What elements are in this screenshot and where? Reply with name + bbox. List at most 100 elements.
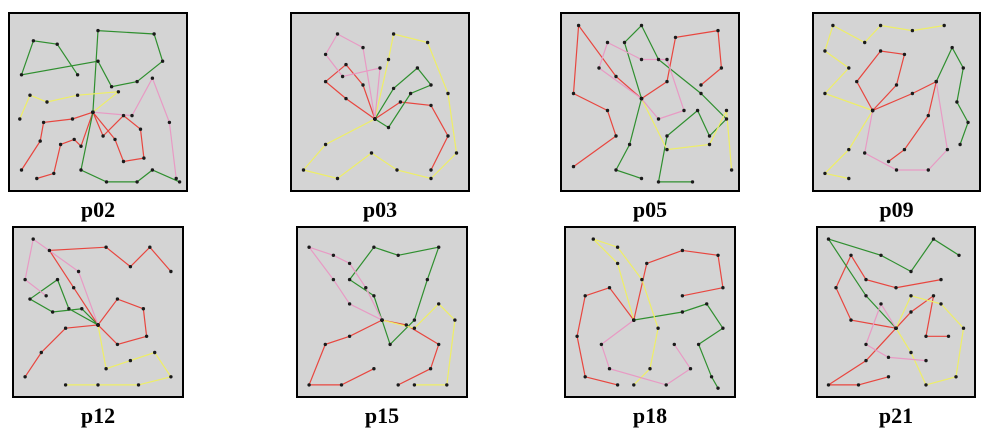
customer-node <box>323 79 328 84</box>
customer-node <box>894 286 898 290</box>
customer-node <box>347 277 352 282</box>
caption-p02: p02 <box>80 197 116 222</box>
customer-node <box>826 383 831 387</box>
customer-node <box>429 103 433 108</box>
customer-node <box>429 168 433 172</box>
customer-node <box>957 253 961 257</box>
caption-p21: p21 <box>878 403 914 428</box>
customer-node <box>894 168 899 172</box>
caption-p09: p09 <box>879 197 914 222</box>
customer-node <box>864 358 868 363</box>
customer-node <box>902 52 907 57</box>
customer-node <box>398 100 403 104</box>
customer-node <box>396 253 400 257</box>
customer-node <box>607 286 612 290</box>
customer-node <box>135 79 139 84</box>
customer-node <box>902 147 907 152</box>
caption-p15: p15 <box>364 403 400 428</box>
customer-node <box>39 350 43 355</box>
customer-node <box>19 168 24 172</box>
customer-node <box>709 375 714 379</box>
customer-node <box>372 245 376 249</box>
customer-node <box>705 302 709 306</box>
customer-node <box>144 334 149 338</box>
customer-node <box>128 264 133 269</box>
route-plot-p09 <box>812 12 981 192</box>
customer-node <box>639 57 644 62</box>
customer-node <box>128 358 133 363</box>
caption-p12: p12 <box>80 403 116 428</box>
customer-node <box>575 334 579 338</box>
route-plot-p15 <box>296 226 468 398</box>
customer-node <box>870 108 875 113</box>
customer-node <box>849 253 853 257</box>
customer-node <box>707 134 712 138</box>
route-plot-p02 <box>8 12 188 192</box>
route-pink <box>307 246 383 321</box>
customer-node <box>55 277 60 282</box>
customer-node <box>614 74 618 79</box>
customer-node <box>614 168 618 172</box>
customer-node <box>339 383 344 387</box>
customer-node <box>372 294 376 298</box>
plot-area <box>12 226 184 398</box>
customer-node <box>307 383 311 387</box>
customer-node <box>28 297 32 301</box>
customer-node <box>955 100 959 104</box>
customer-node <box>724 108 729 113</box>
customer-node <box>729 168 734 172</box>
customer-node <box>946 334 951 338</box>
customer-node <box>35 176 39 181</box>
customer-node <box>926 113 930 118</box>
customer-node <box>863 151 867 155</box>
customer-node <box>690 180 695 184</box>
customer-node <box>41 120 46 125</box>
customer-node <box>942 23 946 28</box>
customer-node <box>699 83 703 87</box>
customer-node <box>910 28 915 33</box>
customer-node <box>344 96 348 101</box>
customer-node <box>639 96 644 101</box>
customer-node <box>961 66 965 70</box>
customer-node <box>627 142 632 147</box>
customer-node <box>950 45 954 50</box>
customer-node <box>121 113 126 118</box>
customer-node <box>380 318 384 322</box>
route-plot-p21 <box>816 226 976 398</box>
customer-node <box>386 57 391 62</box>
customer-node <box>28 93 32 97</box>
customer-node <box>716 253 720 257</box>
customer-node <box>607 367 612 371</box>
customer-node <box>429 176 433 181</box>
customer-node <box>335 176 340 181</box>
customer-node <box>150 168 155 172</box>
customer-node <box>665 79 669 84</box>
route-red <box>308 319 383 386</box>
customer-node <box>939 302 943 306</box>
customer-node <box>849 318 853 322</box>
customer-node <box>622 40 627 45</box>
route-yellow <box>19 91 121 120</box>
customer-node <box>605 108 610 113</box>
customer-node <box>847 147 851 152</box>
customer-node <box>446 134 450 138</box>
customer-node <box>910 91 915 96</box>
customer-node <box>437 245 441 249</box>
customer-node <box>924 358 928 363</box>
route-plot-p18 <box>564 226 736 398</box>
customer-node <box>347 334 352 338</box>
customer-node <box>894 326 898 330</box>
customer-node <box>856 383 861 387</box>
customer-node <box>878 49 883 53</box>
customer-node <box>716 28 720 33</box>
customer-node <box>909 310 913 314</box>
customer-node <box>583 294 587 298</box>
customer-node <box>680 294 685 298</box>
customer-node <box>174 176 178 181</box>
customer-node <box>169 269 173 274</box>
customer-node <box>437 302 441 306</box>
customer-node <box>96 28 100 33</box>
customer-node <box>886 375 891 379</box>
customer-node <box>939 277 943 282</box>
customer-node <box>104 367 108 371</box>
